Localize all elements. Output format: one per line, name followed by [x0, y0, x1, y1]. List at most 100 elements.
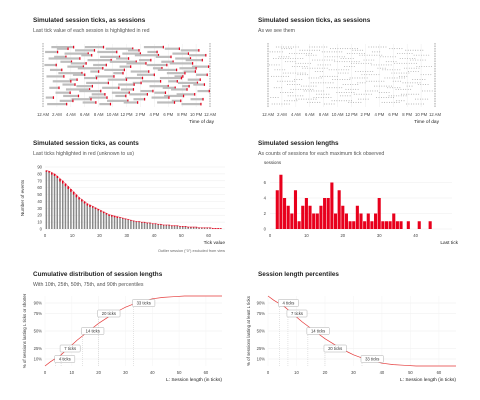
tick-point	[378, 85, 380, 87]
tick-point	[294, 66, 296, 67]
tick-point	[301, 49, 303, 51]
tick-point	[312, 101, 313, 103]
x-axis-label: Time of day	[414, 119, 439, 125]
last-tick-bar	[135, 221, 138, 223]
tick-point	[419, 79, 421, 81]
x-tick-label: 8 AM	[94, 112, 104, 117]
tick-point	[424, 98, 426, 100]
tick-point	[296, 100, 298, 102]
last-tick-mark	[113, 75, 115, 78]
session-bar	[86, 81, 109, 85]
last-tick-bar	[111, 215, 113, 217]
tick-point	[380, 56, 382, 58]
tick-point	[368, 46, 370, 48]
count-bar	[179, 226, 181, 229]
tick-point	[287, 95, 289, 97]
tick-point	[332, 82, 334, 84]
last-tick-bar	[146, 222, 149, 224]
tick-point	[315, 97, 317, 98]
percentile-label: 14 ticks	[86, 329, 100, 334]
tick-point	[292, 72, 294, 74]
session-bar	[183, 70, 196, 73]
last-tick-bar	[102, 211, 105, 214]
x-tick-label: 30	[351, 370, 356, 375]
length-bar	[384, 221, 389, 229]
x-axis-label: L: Session length (in ticks)	[400, 377, 456, 383]
tick-point	[383, 97, 385, 98]
tick-point	[346, 61, 348, 63]
length-bar	[312, 213, 316, 229]
x-axis-label: Time of day	[189, 119, 214, 125]
length-bar	[428, 221, 432, 229]
session-bar	[155, 55, 172, 58]
tick-point	[385, 46, 387, 48]
tick-point	[311, 46, 313, 48]
tick-point	[315, 98, 317, 100]
x-tick-label: 20	[96, 370, 101, 375]
tick-point	[360, 70, 361, 72]
count-bar	[51, 172, 53, 229]
tick-point	[398, 88, 399, 90]
x-tick-label: 30	[123, 370, 128, 375]
last-tick-bar	[100, 210, 102, 212]
tick-point	[295, 72, 296, 74]
tick-point	[341, 100, 343, 102]
tick-point	[380, 80, 382, 82]
tick-point	[281, 87, 283, 89]
tick-point	[316, 67, 318, 69]
tick-point	[353, 61, 355, 63]
tick-point	[306, 66, 308, 67]
tick-point	[406, 62, 408, 64]
session-bar	[56, 47, 69, 50]
tick-point	[304, 49, 306, 51]
tick-point	[414, 79, 416, 81]
tick-point	[410, 70, 412, 72]
tick-point	[338, 100, 340, 102]
percentile-label: 20 ticks	[328, 346, 342, 351]
tick-point	[273, 57, 275, 59]
count-bar	[53, 173, 56, 229]
x-tick-label: 8 PM	[402, 112, 412, 117]
tick-point	[331, 103, 333, 105]
tick-point	[346, 100, 348, 102]
tick-point	[287, 61, 289, 63]
tick-point	[334, 100, 335, 102]
tick-point	[378, 54, 380, 56]
tick-point	[331, 100, 333, 102]
last-tick-mark	[85, 62, 87, 65]
tick-point	[411, 67, 413, 69]
tick-point	[403, 62, 405, 64]
tick-point	[315, 82, 317, 84]
tick-point	[294, 84, 296, 85]
tick-point	[403, 77, 405, 79]
tick-point	[415, 49, 416, 51]
session-bar	[197, 89, 210, 93]
x-tick-label: 60	[206, 233, 211, 238]
length-bar	[399, 221, 403, 229]
tick-point	[409, 57, 411, 59]
last-tick-mark	[135, 60, 137, 64]
session-bar	[118, 83, 135, 86]
last-tick-mark	[182, 75, 184, 78]
tick-point	[376, 54, 378, 56]
tick-point	[279, 103, 280, 105]
tick-point	[271, 75, 272, 77]
last-tick-bar	[75, 194, 78, 198]
tick-point	[378, 46, 380, 48]
tick-point	[323, 103, 325, 105]
tick-point	[327, 82, 329, 84]
last-tick-mark	[138, 49, 140, 52]
session-bar	[99, 103, 111, 106]
last-tick-mark	[159, 80, 162, 83]
tick-point	[300, 62, 302, 64]
tick-point	[385, 56, 387, 58]
tick-point	[314, 101, 316, 103]
tick-point	[317, 64, 319, 66]
tick-point	[357, 88, 359, 90]
tick-point	[290, 95, 292, 97]
session-bar	[48, 57, 80, 60]
last-tick-bar	[154, 223, 157, 225]
tick-point	[303, 53, 305, 54]
last-tick-bar	[83, 201, 86, 204]
tick-point	[346, 79, 348, 81]
